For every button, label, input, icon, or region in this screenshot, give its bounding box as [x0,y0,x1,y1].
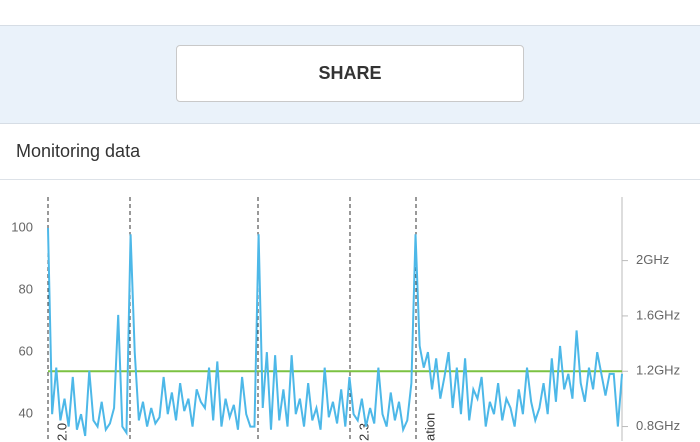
y-tick-label: 40 [19,406,33,421]
phase-label: ation [422,413,437,441]
phase-label: 2.0 [54,423,69,441]
plot-area [47,228,623,437]
y2-tick-label: 1.2GHz [636,363,680,378]
share-button[interactable]: SHARE [176,45,524,102]
previous-card [0,0,700,26]
y2-tick-label: 1.6GHz [636,307,680,322]
y-tick-label: 60 [19,344,33,359]
y-tick-label: 80 [19,282,33,297]
y2-tick-label: 2GHz [636,252,669,267]
y-tick-label: 100 [11,219,33,234]
y2-tick-label: 0.8GHz [636,418,680,433]
data-line [47,228,623,437]
card-title: Monitoring data [16,141,141,161]
divider [0,179,700,180]
phase-label: 2.3 [356,423,371,441]
